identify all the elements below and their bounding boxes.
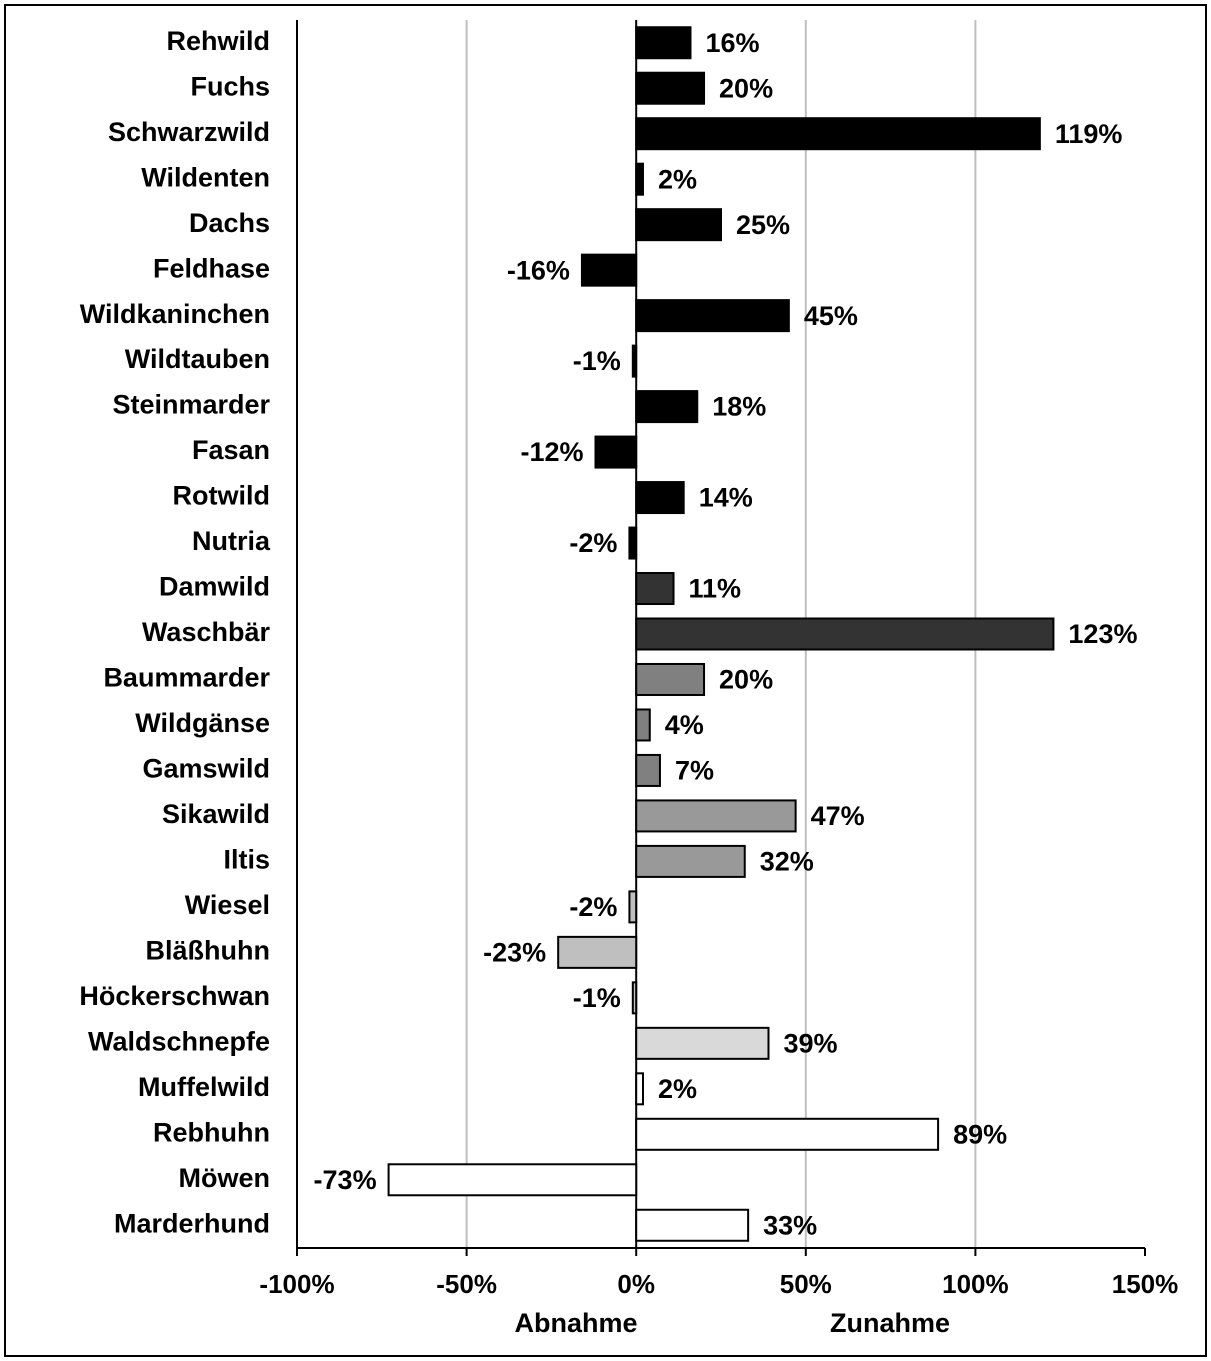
value-label: 7% [675,756,714,786]
y-tick-label: Wildenten [141,162,270,192]
bar [631,981,638,1015]
bar [635,1208,750,1242]
y-tick-label: Rotwild [173,481,270,511]
value-label: -2% [569,528,617,558]
y-tick-label: Möwen [179,1163,271,1193]
bar [635,117,1041,151]
y-tick-label: Wiesel [185,890,270,920]
bar [635,299,790,333]
y-tick-label: Höckerschwan [79,981,270,1011]
y-tick-label: Baummarder [103,663,270,693]
chart-border [4,4,1207,1357]
bar [628,890,638,924]
y-tick-label: Iltis [223,845,270,875]
bar [635,1117,940,1151]
bar [635,1026,770,1060]
value-label: 89% [953,1119,1007,1149]
value-label: 39% [783,1028,837,1058]
y-tick-label: Wildkaninchen [80,299,270,329]
y-tick-label: Nutria [192,526,271,556]
bar [635,617,1055,651]
bar [635,481,685,515]
bar [635,799,797,833]
y-tick-label: Waschbär [142,617,271,647]
bar [635,753,661,787]
bar [635,572,675,606]
bar [635,208,723,242]
value-label: 11% [689,574,742,604]
x-axis-label-right: Zunahme [830,1308,950,1338]
bar [557,935,638,969]
x-tick-label: -100% [259,1269,334,1299]
y-tick-label: Steinmarder [112,390,270,420]
bar [635,662,706,696]
y-tick-label: Dachs [189,208,270,238]
value-label: 4% [665,710,704,740]
x-tick-label: 0% [617,1269,655,1299]
value-label: 47% [811,801,865,831]
x-tick-label: -50% [436,1269,497,1299]
value-label: 2% [658,1074,697,1104]
value-label: 123% [1068,619,1137,649]
y-tick-label: Damwild [159,572,270,602]
value-label: 16% [705,28,759,58]
bar [594,435,638,469]
value-label: -73% [314,1165,377,1195]
y-tick-label: Marderhund [114,1208,270,1238]
bar [635,162,644,196]
bar [580,253,638,287]
y-tick-label: Fasan [192,435,270,465]
value-label: -16% [507,255,570,285]
value-label: -23% [483,937,546,967]
value-label: 20% [719,73,773,103]
y-tick-label: Wildtauben [125,344,270,374]
y-tick-label: Sikawild [162,799,270,829]
y-tick-label: Wildgänse [135,708,270,738]
value-label: 14% [699,483,753,513]
value-label: 20% [719,665,773,695]
value-label: 25% [736,210,790,240]
bar [635,390,699,424]
y-tick-label: Gamswild [142,754,270,784]
bar [635,844,746,878]
value-label: -12% [520,437,583,467]
value-label: 45% [804,301,858,331]
value-label: 2% [658,164,697,194]
bar [631,344,638,378]
y-tick-label: Bläßhuhn [146,935,270,965]
x-tick-label: 150% [1112,1269,1179,1299]
y-tick-label: Fuchs [190,71,270,101]
value-label: -1% [573,983,621,1013]
value-label: 119% [1055,119,1123,149]
value-label: -2% [569,892,617,922]
x-tick-label: 50% [780,1269,832,1299]
y-tick-label: Waldschnepfe [88,1026,270,1056]
bar [635,1072,644,1106]
x-tick-label: 100% [942,1269,1009,1299]
value-label: -1% [573,346,621,376]
y-tick-label: Muffelwild [138,1072,270,1102]
value-label: 18% [712,392,766,422]
value-label: 33% [763,1210,817,1240]
bar [635,26,692,60]
bar [387,1163,638,1197]
y-tick-label: Schwarzwild [108,117,270,147]
x-axis-label-left: Abnahme [514,1308,637,1338]
y-tick-label: Feldhase [153,253,270,283]
bar [635,71,706,105]
y-tick-label: Rebhuhn [153,1117,270,1147]
y-tick-label: Rehwild [166,26,270,56]
bar [628,526,638,560]
value-label: 32% [760,847,814,877]
bar [635,708,651,742]
